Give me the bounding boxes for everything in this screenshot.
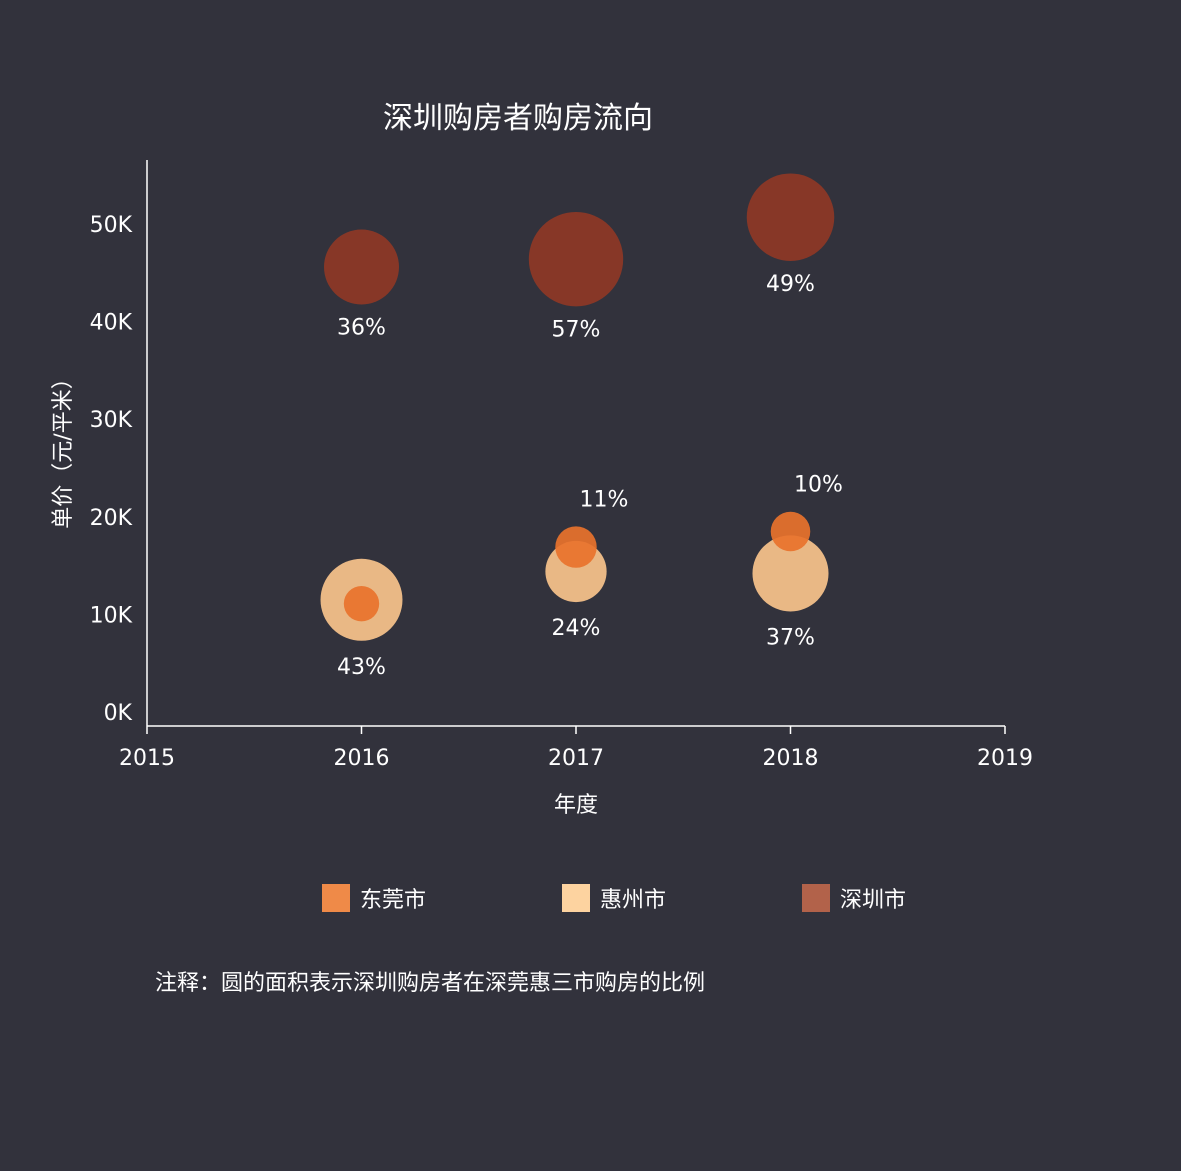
bubble-data-label: 36% <box>337 315 386 340</box>
x-axis-label: 年度 <box>554 793 598 818</box>
legend-label: 惠州市 <box>600 888 667 913</box>
chart-title: 深圳购房者购房流向 <box>383 101 653 136</box>
x-tick-label: 2018 <box>763 746 819 771</box>
x-tick-label: 2017 <box>548 746 604 771</box>
legend-swatch <box>802 884 830 912</box>
bubble <box>752 535 829 612</box>
y-tick-label: 30K <box>90 408 133 433</box>
y-tick-label: 50K <box>90 213 133 238</box>
bubbles <box>320 173 835 641</box>
legend-item[interactable]: 惠州市 <box>562 878 666 918</box>
bubble-labels: 43% 24% 37% 36% 57% 49% 11% 10% <box>337 272 843 680</box>
x-tick-label: 2015 <box>119 746 175 771</box>
bubble <box>343 586 380 622</box>
legend: 东莞市 惠州市 深圳市 <box>0 878 1181 918</box>
x-tick-label: 2019 <box>977 746 1033 771</box>
y-ticks: 0K 10K 20K 30K 40K 50K <box>90 213 133 726</box>
bubble-data-label: 43% <box>337 655 386 680</box>
y-tick-label: 0K <box>104 701 133 726</box>
legend-item[interactable]: 深圳市 <box>802 878 906 918</box>
bubble-data-label: 24% <box>552 616 601 641</box>
y-tick-label: 20K <box>90 506 133 531</box>
chart-note: 注释：圆的面积表示深圳购房者在深莞惠三市购房的比例 <box>155 971 706 996</box>
x-ticks: 2015 2016 2017 2018 2019 <box>119 726 1033 771</box>
legend-label: 东莞市 <box>360 888 427 913</box>
legend-item[interactable]: 东莞市 <box>322 878 426 918</box>
bubble <box>555 526 597 568</box>
y-tick-label: 40K <box>90 311 133 336</box>
bubble-chart: 深圳购房者购房流向 2015 2016 2017 2018 2019 0K 10K 20K 3… <box>51 101 1033 818</box>
legend-swatch <box>322 884 350 912</box>
x-tick-label: 2016 <box>334 746 390 771</box>
bubble <box>324 229 399 305</box>
y-tick-label: 10K <box>90 603 133 628</box>
bubble-data-label: 11% <box>580 487 629 512</box>
bubble-data-label: 57% <box>552 317 601 342</box>
bubble <box>528 211 624 307</box>
bubble <box>746 173 835 261</box>
bubble-data-label: 10% <box>794 473 843 498</box>
legend-label: 深圳市 <box>840 888 907 913</box>
bubble <box>770 511 811 552</box>
bubble-data-label: 49% <box>766 272 815 297</box>
y-axis-label: 单价（元/平米） <box>51 367 76 528</box>
bubble-data-label: 37% <box>766 625 815 650</box>
legend-swatch <box>562 884 590 912</box>
